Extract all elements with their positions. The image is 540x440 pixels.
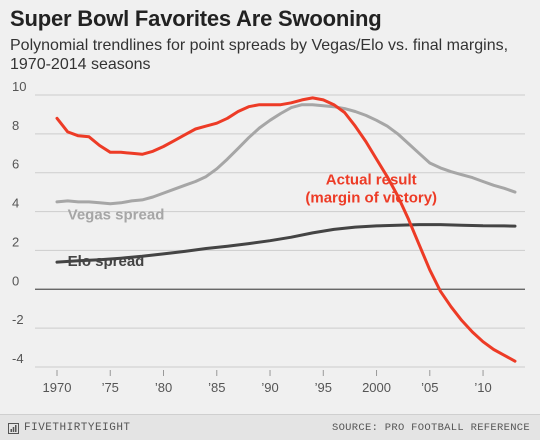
x-tick-label: ’80: [155, 380, 172, 395]
series-line-3: [55, 96, 517, 363]
series-line-1: [55, 103, 517, 206]
x-tick-label: ’75: [102, 380, 119, 395]
y-tick-label: 2: [12, 234, 19, 249]
x-tick-label: ’95: [315, 380, 332, 395]
x-tick-label: 2000: [362, 380, 391, 395]
fivethirtyeight-logo-icon: [8, 422, 19, 434]
y-tick-label: 10: [12, 79, 26, 94]
y-tick-label: -4: [12, 351, 24, 366]
x-tick-label: ’85: [208, 380, 225, 395]
x-tick-label: ’90: [261, 380, 278, 395]
x-tick-label: ’05: [421, 380, 438, 395]
chart-title: Super Bowl Favorites Are Swooning: [10, 6, 382, 31]
brand: FIVETHIRTYEIGHT: [8, 422, 131, 434]
series-label-3: (margin of victory): [305, 189, 437, 206]
series-label-2: Elo spread: [68, 253, 145, 270]
footer-bar: FIVETHIRTYEIGHT SOURCE: PRO FOOTBALL REF…: [0, 414, 540, 440]
line-chart: 10 8 6 4 2 0 -2 -4 1970 ’75 ’80 ’85 ’90 ’95 2000 ’05 ’10…: [12, 79, 525, 395]
source-note: SOURCE: PRO FOOTBALL REFERENCE: [331, 422, 530, 434]
brand-label: FIVETHIRTYEIGHT: [24, 422, 131, 434]
x-tick-label: ’10: [474, 380, 491, 395]
y-tick-label: 8: [12, 118, 19, 133]
y-tick-label: 6: [12, 157, 19, 172]
y-tick-label: 0: [12, 273, 19, 288]
y-tick-label: 4: [12, 196, 19, 211]
y-tick-label: -2: [12, 312, 24, 327]
x-tick-label: 1970: [43, 380, 72, 395]
series-label-1: Vegas spread: [68, 206, 165, 223]
series-label-3: Actual result: [326, 171, 417, 188]
chart-subtitle: Polynomial trendlines for point spreads …: [10, 37, 509, 73]
series-line-2: [55, 223, 517, 264]
